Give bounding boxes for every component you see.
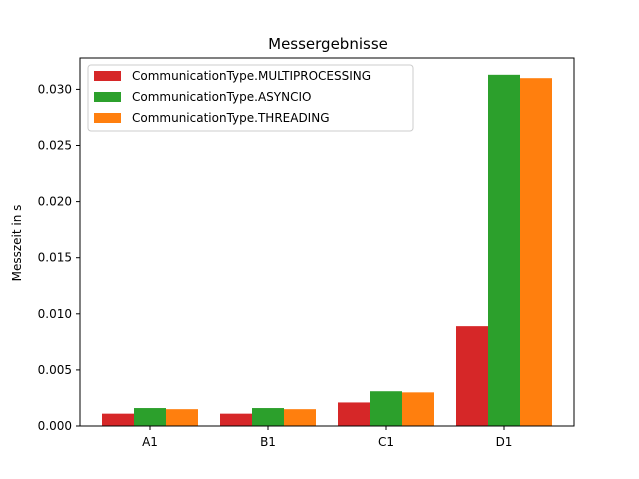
y-axis-ticks: 0.000 0.005 0.010 0.015 0.020 0.025 0.030 xyxy=(38,82,80,433)
x-tick-label-b1: B1 xyxy=(260,435,276,449)
bar-a1-series-1 xyxy=(134,408,166,426)
y-tick-label: 0.005 xyxy=(38,363,72,377)
bar-b1-series-0 xyxy=(220,413,252,426)
bar-c1-series-1 xyxy=(370,391,402,426)
y-tick-label: 0.025 xyxy=(38,139,72,153)
y-tick-label: 0.000 xyxy=(38,419,72,433)
bar-b1-series-1 xyxy=(252,408,284,426)
plot-frame xyxy=(79,57,575,427)
bar-d1-series-2 xyxy=(520,78,552,426)
y-tick-label: 0.020 xyxy=(38,195,72,209)
x-tick-label-a1: A1 xyxy=(142,435,158,449)
bar-a1-series-2 xyxy=(166,409,198,426)
legend-swatch-0 xyxy=(94,71,121,81)
legend: CommunicationType.MULTIPROCESSING Communi… xyxy=(87,64,414,132)
x-axis-ticks: A1 B1 C1 D1 xyxy=(142,426,512,449)
legend-swatch-1 xyxy=(94,92,121,102)
bars-group xyxy=(102,74,552,426)
legend-box xyxy=(87,64,414,132)
x-tick-label-c1: C1 xyxy=(378,435,394,449)
y-tick-label: 0.030 xyxy=(38,82,72,96)
bar-c1-series-2 xyxy=(402,392,434,426)
bar-d1-series-1 xyxy=(488,74,520,426)
y-tick-label: 0.015 xyxy=(38,251,72,265)
y-tick-label: 0.010 xyxy=(38,307,72,321)
bar-b1-series-2 xyxy=(284,409,316,426)
bar-a1-series-0 xyxy=(102,413,134,426)
y-axis-label: Messzeit in s xyxy=(10,205,24,282)
x-tick-label-d1: D1 xyxy=(496,435,513,449)
bar-d1-series-0 xyxy=(456,326,488,426)
legend-label-0: CommunicationType.MULTIPROCESSING xyxy=(132,69,371,83)
chart-title: Messergebnisse xyxy=(268,35,388,53)
bar-c1-series-0 xyxy=(338,402,370,426)
legend-label-2: CommunicationType.THREADING xyxy=(132,111,330,125)
legend-swatch-2 xyxy=(94,113,121,123)
legend-label-1: CommunicationType.ASYNCIO xyxy=(132,90,311,104)
